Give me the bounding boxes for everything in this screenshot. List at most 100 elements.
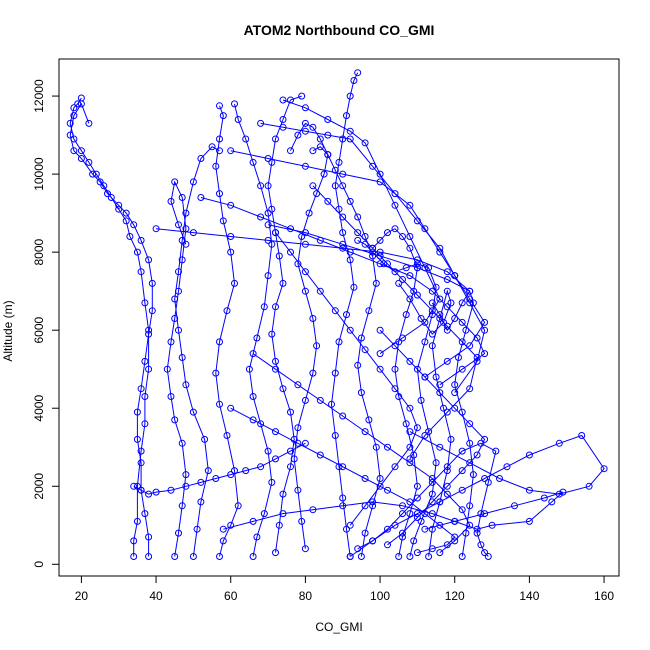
data-point — [331, 182, 339, 190]
data-point — [372, 443, 380, 451]
data-point — [219, 217, 227, 225]
data-point — [443, 322, 451, 330]
data-point — [477, 541, 485, 549]
data-point — [406, 233, 414, 240]
series-18 — [152, 221, 474, 295]
data-point — [133, 408, 141, 416]
series-line — [260, 122, 486, 393]
data-point — [331, 307, 339, 315]
data-point — [421, 510, 429, 518]
data-point — [264, 447, 272, 455]
data-point — [399, 533, 406, 541]
data-point — [413, 260, 421, 268]
data-point — [77, 155, 85, 162]
data-point — [290, 455, 298, 463]
data-point — [473, 529, 481, 537]
data-point — [357, 389, 365, 397]
data-point — [555, 439, 563, 447]
data-point — [406, 459, 414, 467]
data-point — [141, 393, 149, 400]
data-point — [369, 162, 377, 170]
data-point — [559, 488, 567, 496]
data-point — [406, 455, 414, 463]
data-point — [227, 233, 235, 240]
data-point — [268, 240, 276, 248]
data-point — [488, 521, 496, 529]
data-point — [451, 389, 459, 397]
data-point — [66, 119, 74, 127]
series-line — [431, 290, 474, 557]
data-point — [70, 147, 78, 155]
data-point — [178, 256, 186, 264]
data-point — [141, 357, 149, 365]
y-tick-label: 8000 — [32, 238, 46, 265]
data-point — [384, 486, 391, 494]
data-point — [428, 498, 436, 506]
data-point — [391, 268, 399, 276]
series-2 — [66, 100, 156, 560]
data-point — [458, 318, 466, 326]
data-point — [77, 100, 85, 108]
data-point — [301, 127, 309, 135]
series-line — [69, 102, 153, 557]
data-point — [384, 260, 391, 268]
data-point — [436, 244, 444, 252]
data-point — [391, 225, 399, 233]
data-point — [339, 494, 347, 502]
data-point — [365, 416, 373, 424]
data-point — [208, 143, 216, 151]
data-point — [141, 510, 149, 518]
data-point — [301, 268, 309, 276]
data-point — [339, 170, 347, 178]
data-point — [324, 131, 332, 139]
x-tick-label: 100 — [370, 589, 390, 603]
series-line — [200, 197, 486, 386]
data-point — [413, 514, 421, 521]
data-point — [346, 127, 354, 135]
series-12 — [354, 236, 440, 560]
data-point — [391, 521, 399, 529]
series-line — [357, 239, 437, 557]
data-point — [451, 537, 459, 545]
data-point — [309, 506, 317, 514]
data-point — [89, 170, 97, 178]
data-point — [316, 236, 324, 244]
data-point — [395, 279, 403, 287]
data-point — [466, 385, 474, 393]
data-point — [171, 416, 179, 424]
data-point — [141, 420, 149, 428]
data-point — [481, 510, 489, 518]
data-point — [328, 400, 335, 408]
series-28 — [130, 439, 309, 498]
data-point — [511, 502, 518, 510]
series-8 — [287, 119, 332, 553]
data-point — [399, 276, 406, 283]
data-point — [167, 486, 175, 494]
data-point — [171, 553, 179, 560]
data-point — [92, 170, 100, 178]
data-point — [369, 252, 377, 260]
data-point — [428, 342, 436, 350]
data-point — [443, 490, 451, 498]
data-point — [193, 525, 201, 533]
data-point — [197, 478, 205, 486]
data-point — [257, 119, 265, 127]
data-point — [346, 135, 354, 143]
series-25 — [376, 326, 489, 549]
data-point — [384, 229, 391, 237]
data-point — [357, 553, 365, 560]
data-point — [451, 272, 459, 280]
series-line — [379, 329, 486, 546]
series-19 — [197, 194, 489, 389]
series-4 — [171, 143, 223, 560]
y-tick-label: 6000 — [32, 317, 46, 344]
data-point — [219, 112, 227, 120]
data-point — [245, 365, 253, 373]
data-point — [249, 158, 257, 166]
data-point — [443, 326, 451, 334]
data-point — [167, 393, 175, 400]
data-point — [294, 439, 302, 447]
x-tick-label: 40 — [149, 589, 163, 603]
data-point — [301, 287, 309, 295]
data-point — [447, 299, 455, 307]
